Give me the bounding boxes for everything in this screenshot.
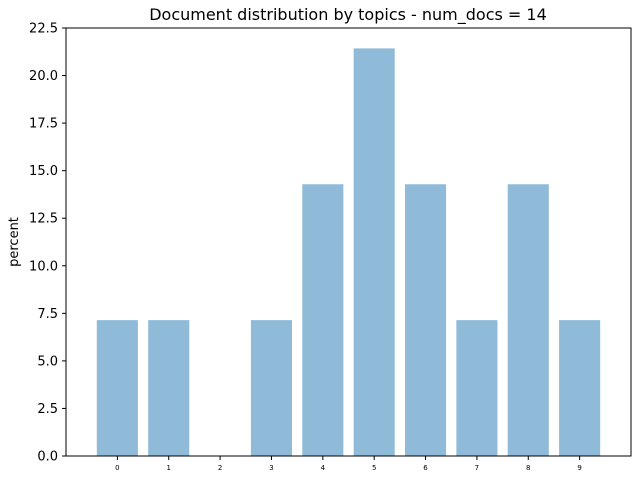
bar-6 — [405, 184, 447, 456]
y-tick-label: 7.5 — [37, 307, 58, 322]
x-tick-label: 9 — [577, 464, 581, 472]
bar-7 — [456, 320, 498, 456]
chart-title: Document distribution by topics - num_do… — [149, 5, 547, 25]
y-tick-label: 17.5 — [29, 117, 58, 132]
bar-0 — [96, 320, 138, 456]
y-tick-label: 15.0 — [29, 164, 58, 179]
y-tick-label: 12.5 — [29, 212, 58, 227]
x-tick-label: 8 — [526, 464, 530, 472]
bar-9 — [559, 320, 601, 456]
x-tick-label: 3 — [269, 464, 273, 472]
bar-1 — [148, 320, 190, 456]
y-tick-label: 5.0 — [37, 354, 58, 369]
x-tick-label: 7 — [475, 464, 479, 472]
y-tick-label: 2.5 — [37, 402, 58, 417]
plot-frame — [65, 27, 632, 457]
bar-8 — [507, 184, 549, 456]
x-tick-label: 6 — [423, 464, 428, 472]
bar-5 — [353, 48, 395, 457]
x-tick-label: 4 — [321, 464, 326, 472]
x-tick-label: 0 — [115, 464, 119, 472]
y-axis-ticks: 0.0 2.5 5.0 7.5 10.0 12.5 15.0 17.5 20.0 22.5 — [29, 22, 66, 465]
y-tick-label: 22.5 — [29, 22, 58, 37]
y-axis-label: percent — [7, 217, 22, 267]
y-tick-label: 10.0 — [29, 259, 58, 274]
bars — [96, 48, 601, 457]
bar-3 — [250, 320, 292, 456]
x-tick-label: 1 — [166, 464, 170, 472]
y-tick-label: 0.0 — [37, 450, 58, 465]
x-tick-label: 5 — [372, 464, 376, 472]
y-tick-label: 20.0 — [29, 69, 58, 84]
bar-4 — [302, 184, 344, 456]
x-tick-label: 2 — [218, 464, 222, 472]
x-axis-ticks: 0 1 2 3 4 5 6 7 8 9 — [115, 456, 582, 472]
